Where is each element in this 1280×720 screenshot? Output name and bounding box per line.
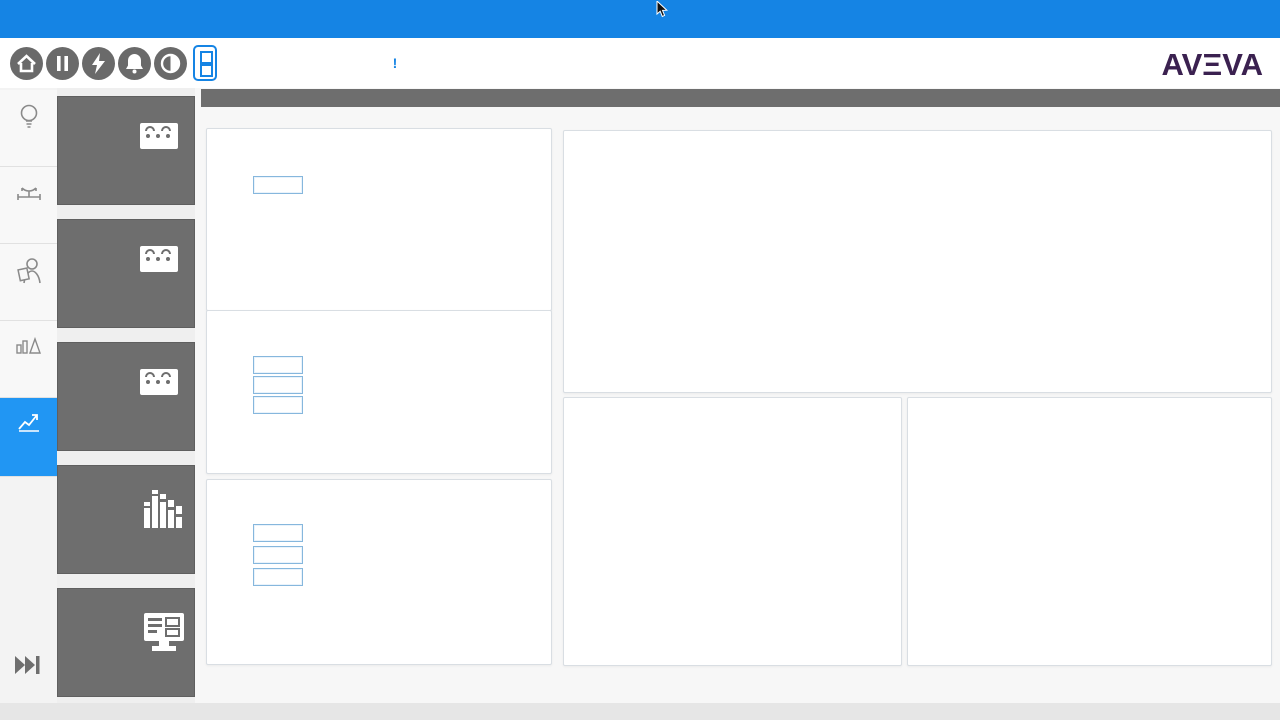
bullet-chart [564,398,901,665]
dashboard-gear-icon [140,369,178,395]
sidebar-item-advanced[interactable] [0,244,57,321]
dashboard-tile-list [57,96,195,711]
page-header [201,89,1280,107]
alarm-summary-button[interactable] [249,49,277,79]
flow-value-input[interactable] [253,356,303,374]
alarms-button[interactable] [118,47,151,80]
sidebar-item-content[interactable] [0,167,57,244]
trend-arrow-icon [18,414,39,432]
equalizer-icon [144,490,182,528]
valve-icon [17,187,41,200]
panel-multi-kpi [563,397,902,666]
panel-fit123 [206,128,552,311]
trend-chart [403,186,515,290]
mouse-cursor [656,1,669,18]
collapse-panel-button[interactable] [13,654,43,676]
bottom-bar [0,703,1280,720]
panel-toggle-bottom-icon [200,64,213,77]
temp3-value-input[interactable] [253,568,303,586]
home-button[interactable] [10,47,43,80]
lightning-icon [92,53,105,74]
panel-toggle-button[interactable] [193,45,217,81]
panel-control-loop [206,479,552,665]
sidebar-item-situational-awareness[interactable] [0,398,57,477]
contrast-icon [160,53,181,74]
radar-chart [447,367,559,467]
process-chart-icon [16,336,41,354]
home-icon [17,54,36,73]
loop-bar-chart [207,480,551,664]
alarm-history-button[interactable] [295,47,327,81]
whats-new-button[interactable]: ! [380,48,410,78]
tile-dashboard-3[interactable] [57,342,195,451]
svg-text:!: ! [393,55,398,71]
toolbar: ! AVΞVA [0,38,1280,88]
tile-dashboard-2[interactable] [57,219,195,328]
bell-icon [126,54,143,74]
dashboard-gear-icon [140,123,178,149]
pause-icon [57,56,68,71]
panel-multi-trend [907,397,1272,666]
sidebar-item-basics[interactable] [0,90,57,167]
nav-rail [0,88,57,703]
pause-button[interactable] [46,47,79,80]
panel-filter100 [206,310,552,474]
dashboard-gear-icon [140,246,178,272]
net-result-chart [564,131,1271,392]
temp2-value-input[interactable] [253,546,303,564]
operator-icon [17,258,41,284]
lightbulb-icon [20,104,38,128]
turbidity-value-input[interactable] [253,396,303,414]
panel-data-patterns [563,130,1272,393]
tile-meters[interactable] [57,465,195,574]
fit123-value-input[interactable] [253,176,303,194]
skip-to-end-icon [15,656,40,674]
tile-styles[interactable] [57,588,195,697]
tile-dashboard-1[interactable] [57,96,195,205]
contrast-button[interactable] [154,47,187,80]
aveva-logo: AVΞVA [1161,47,1263,82]
panel-toggle-top-icon [200,51,213,64]
whats-new-badge-icon: ! [393,55,398,71]
monitor-icon [144,613,184,651]
temp1-value-input[interactable] [253,524,303,542]
title-bar [0,0,1280,38]
level-value-input[interactable] [253,376,303,394]
events-button[interactable] [82,47,115,80]
slider-strip [908,398,1271,665]
sidebar-item-process-examples[interactable] [0,321,57,398]
